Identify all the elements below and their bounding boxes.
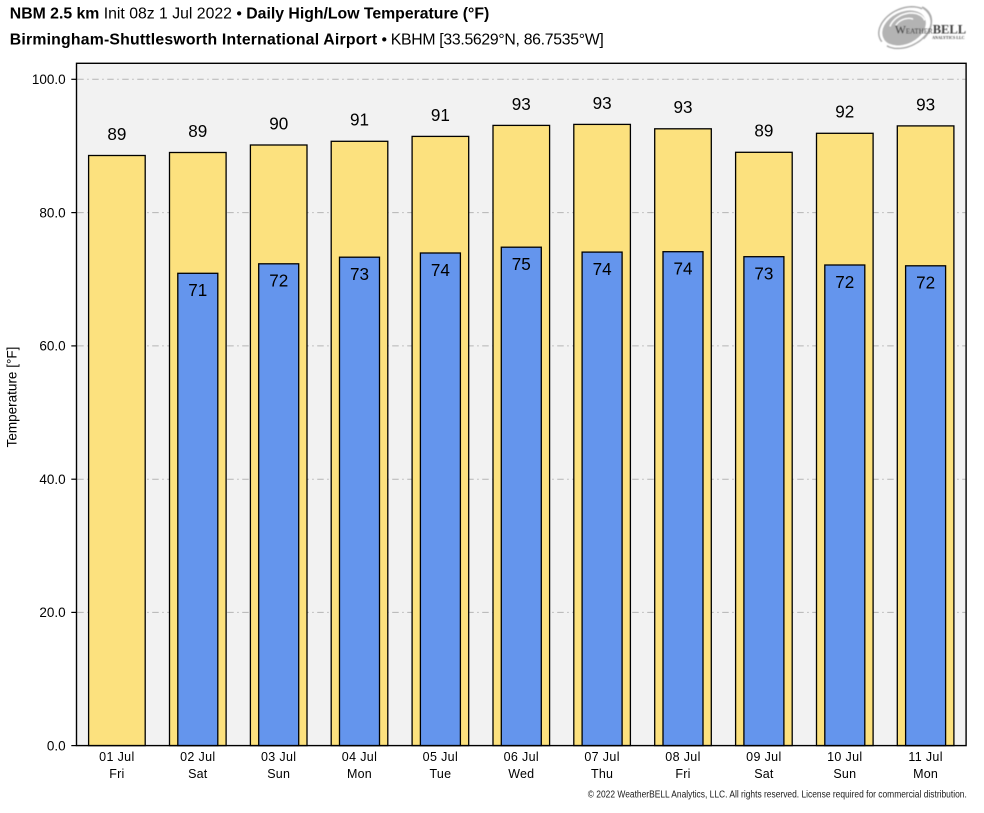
svg-text:03 Jul: 03 Jul — [261, 750, 296, 764]
svg-text:Fri: Fri — [109, 767, 124, 781]
svg-text:Sun: Sun — [833, 767, 856, 781]
svg-text:Sat: Sat — [754, 767, 774, 781]
svg-text:92: 92 — [835, 101, 854, 122]
svg-text:NBM 2.5 km Init 08z 1 Jul 2022: NBM 2.5 km Init 08z 1 Jul 2022 • Daily H… — [10, 6, 489, 23]
svg-text:11 Jul: 11 Jul — [908, 750, 943, 764]
svg-text:ANALYTICS LLC: ANALYTICS LLC — [932, 35, 965, 40]
svg-text:Wed: Wed — [508, 767, 534, 781]
svg-text:Sun: Sun — [267, 767, 290, 781]
svg-text:71: 71 — [188, 280, 207, 301]
svg-text:07 Jul: 07 Jul — [584, 750, 619, 764]
svg-text:Fri: Fri — [675, 767, 690, 781]
svg-text:09 Jul: 09 Jul — [746, 750, 781, 764]
svg-text:Birmingham-Shuttlesworth Inter: Birmingham-Shuttlesworth International A… — [10, 32, 604, 49]
svg-text:Thu: Thu — [591, 767, 613, 781]
svg-text:91: 91 — [431, 104, 450, 125]
svg-text:90: 90 — [269, 113, 288, 134]
svg-text:Sat: Sat — [188, 767, 208, 781]
svg-text:72: 72 — [916, 272, 935, 293]
svg-text:60.0: 60.0 — [39, 339, 65, 354]
svg-text:89: 89 — [107, 123, 126, 144]
svg-text:04 Jul: 04 Jul — [342, 750, 377, 764]
svg-text:89: 89 — [754, 120, 773, 141]
svg-text:93: 93 — [512, 93, 531, 114]
svg-text:0.0: 0.0 — [47, 738, 66, 753]
svg-text:74: 74 — [593, 258, 612, 279]
svg-text:06 Jul: 06 Jul — [504, 750, 539, 764]
svg-text:05 Jul: 05 Jul — [423, 750, 458, 764]
svg-text:Mon: Mon — [913, 767, 938, 781]
svg-text:74: 74 — [431, 259, 450, 280]
svg-text:73: 73 — [754, 263, 773, 284]
svg-text:74: 74 — [673, 258, 692, 279]
svg-text:© 2022 WeatherBELL Analytics,: © 2022 WeatherBELL Analytics, LLC. All r… — [588, 789, 967, 800]
svg-text:20.0: 20.0 — [39, 605, 65, 620]
svg-text:Temperature [°F]: Temperature [°F] — [5, 347, 20, 448]
svg-text:Tue: Tue — [430, 767, 452, 781]
svg-text:100.0: 100.0 — [32, 72, 66, 87]
svg-text:72: 72 — [835, 271, 854, 292]
svg-text:08 Jul: 08 Jul — [665, 750, 700, 764]
svg-text:Mon: Mon — [347, 767, 372, 781]
svg-text:72: 72 — [269, 270, 288, 291]
svg-text:93: 93 — [916, 94, 935, 115]
svg-text:91: 91 — [350, 109, 369, 130]
svg-text:02 Jul: 02 Jul — [180, 750, 215, 764]
svg-text:93: 93 — [593, 92, 612, 113]
svg-text:73: 73 — [350, 264, 369, 285]
svg-text:80.0: 80.0 — [39, 205, 65, 220]
svg-text:10 Jul: 10 Jul — [827, 750, 862, 764]
svg-text:40.0: 40.0 — [39, 472, 65, 487]
svg-text:75: 75 — [512, 254, 531, 275]
svg-text:93: 93 — [673, 97, 692, 118]
svg-text:89: 89 — [188, 120, 207, 141]
svg-text:01 Jul: 01 Jul — [99, 750, 134, 764]
